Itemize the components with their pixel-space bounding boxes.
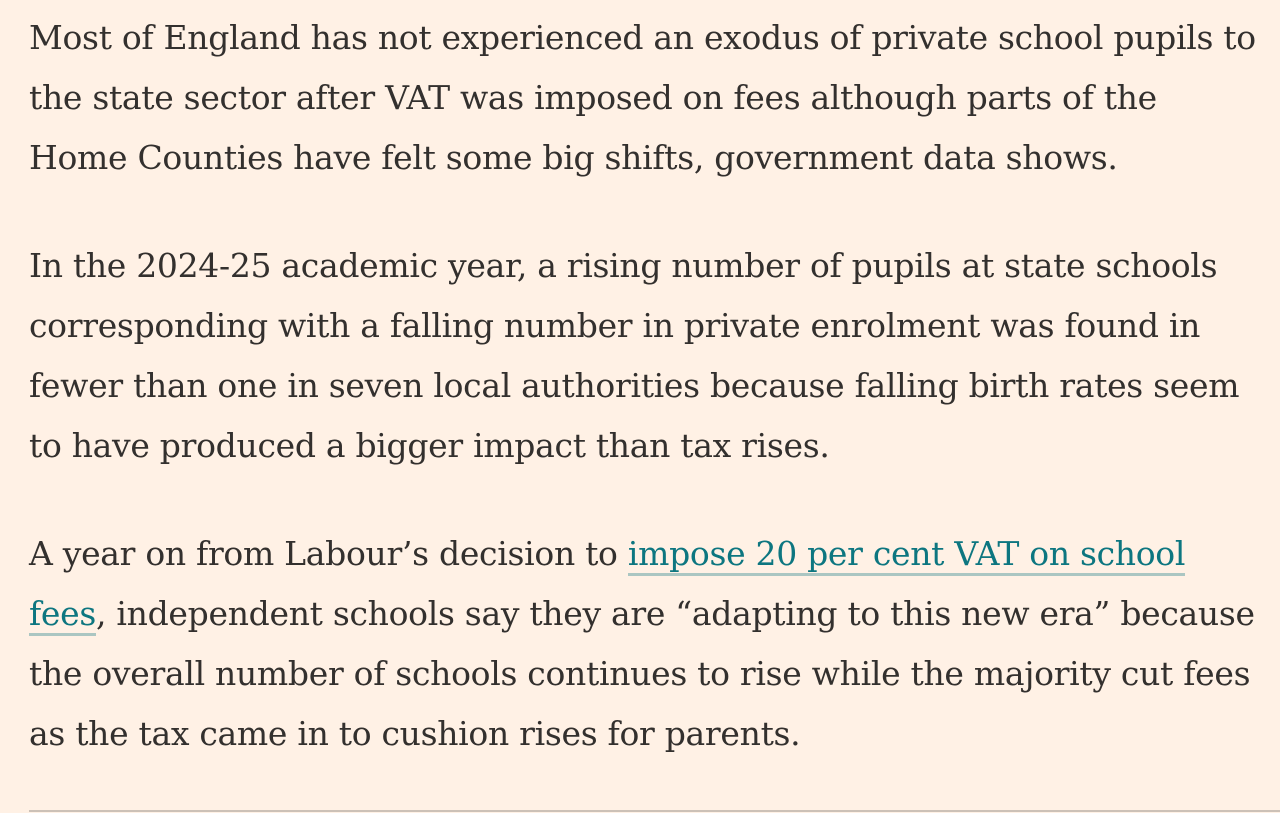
paragraph-1: Most of England has not experienced an e…	[29, 18, 1256, 177]
paragraph-2: In the 2024-25 academic year, a rising n…	[29, 246, 1240, 465]
article-body: Most of England has not experienced an e…	[29, 8, 1264, 812]
paragraph-3-rest: , independent schools say they are “adap…	[29, 594, 1255, 753]
section-divider	[29, 810, 1280, 812]
paragraph-3-intro: A year on from Labour’s decision to	[29, 534, 628, 573]
vat-school-fees-link[interactable]: impose 20 per cent VAT on school fees	[29, 534, 1185, 636]
paragraph-3: A year on from Labour’s decision to impo…	[29, 524, 1264, 764]
